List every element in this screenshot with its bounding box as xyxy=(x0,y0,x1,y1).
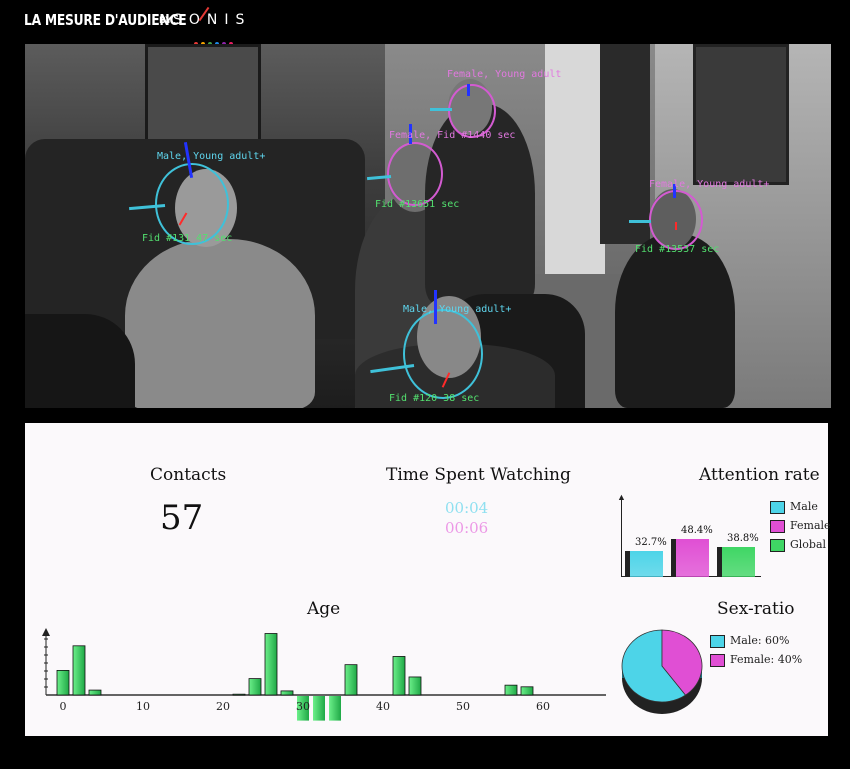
face-detection-circle xyxy=(403,309,483,399)
attention-y-axis xyxy=(621,500,622,576)
age-bar xyxy=(392,656,406,696)
scene-doorway xyxy=(600,44,650,244)
scene-armchair xyxy=(25,314,135,408)
attention-heading: Attention rate xyxy=(699,465,820,485)
face-detection-circle xyxy=(448,84,496,138)
age-bar xyxy=(88,689,102,696)
age-tick-label: 10 xyxy=(136,700,150,713)
age-bar xyxy=(504,684,518,696)
gaze-vector-icon xyxy=(629,220,651,223)
age-bar xyxy=(232,693,246,696)
age-bar xyxy=(280,690,294,696)
attention-axis-arrow-icon: ▲ xyxy=(617,492,626,502)
legend-female-swatch xyxy=(770,519,785,533)
sex-ratio-heading: Sex-ratio xyxy=(717,599,795,619)
legend-female: Female xyxy=(770,519,831,533)
legend-male: Male xyxy=(770,500,818,514)
attention-value-label: 38.8% xyxy=(727,532,759,544)
age-bar xyxy=(344,664,358,696)
age-tick-label: 20 xyxy=(216,700,230,713)
sex-legend-male: Male: 60% xyxy=(710,634,790,648)
legend-female-label: Female xyxy=(790,519,831,532)
attention-bar xyxy=(671,539,709,577)
scene-door xyxy=(545,44,605,274)
age-bar xyxy=(329,696,341,721)
sex-legend-female-label: Female: 40% xyxy=(730,653,803,666)
legend-male-swatch xyxy=(770,500,785,514)
face-label: Female, Young adult+ xyxy=(649,179,770,190)
face-label: Male, Young adult+ xyxy=(157,151,266,162)
face-label: Male, Young adult+ xyxy=(403,304,512,315)
person-4-body xyxy=(615,234,735,408)
nose-vector-icon xyxy=(675,222,677,230)
attention-chart: 32.7% 48.4% 38.8% ▲ xyxy=(617,493,767,578)
sex-ratio-pie-chart xyxy=(621,629,703,714)
face-id-label: Fid #13651 sec xyxy=(375,199,460,210)
face-detection-circle xyxy=(387,142,443,206)
person-1-body xyxy=(125,239,315,408)
attention-bar xyxy=(717,546,755,577)
age-bar xyxy=(264,633,278,696)
time-spent-heading: Time Spent Watching xyxy=(386,465,571,485)
sonis-logo: SONIS xyxy=(173,12,252,28)
face-detection-circle xyxy=(649,190,703,250)
age-bar xyxy=(56,670,70,696)
age-bar xyxy=(248,678,262,696)
face-label: Female, Young adult xyxy=(447,69,562,80)
scene-picture-frame xyxy=(693,44,789,185)
time-male-value: 00:04 xyxy=(445,499,489,517)
age-bar xyxy=(313,696,325,721)
stats-panel: Contacts 57 Time Spent Watching 00:04 00… xyxy=(25,423,831,736)
gaze-vector-icon xyxy=(430,108,452,111)
head-pose-icon xyxy=(434,290,437,324)
age-axis-arrow-icon xyxy=(42,628,50,636)
age-tick-label: 40 xyxy=(376,700,390,713)
face-id-label: Fid #13537 sec xyxy=(635,244,720,255)
head-pose-icon xyxy=(409,124,412,144)
person-3-body xyxy=(425,104,535,304)
face-detection-circle xyxy=(155,163,229,245)
face-id-label: Fid #120 38 sec xyxy=(389,393,480,404)
legend-global-label: Global xyxy=(790,538,827,551)
head-pose-icon xyxy=(673,184,676,198)
age-bar xyxy=(72,645,86,696)
attention-bar xyxy=(625,551,663,577)
top-bar: LA MESURE D'AUDIENCE BY SONIS xyxy=(0,0,850,46)
face-label: Female, Fid #1440 sec xyxy=(389,130,516,141)
head-pose-icon xyxy=(467,84,470,96)
age-bar xyxy=(297,696,309,721)
contacts-heading: Contacts xyxy=(150,465,227,485)
camera-feed: Male, Young adult+ Fid #131 47 sec Femal… xyxy=(25,44,831,408)
age-bar xyxy=(520,686,534,696)
legend-global-swatch xyxy=(770,538,785,552)
age-tick-label: 30 xyxy=(296,700,310,713)
attention-value-label: 48.4% xyxy=(681,525,713,537)
contacts-value: 57 xyxy=(160,498,204,538)
sex-legend-male-swatch xyxy=(710,634,725,648)
age-heading: Age xyxy=(307,599,341,619)
time-female-value: 00:06 xyxy=(445,519,489,537)
age-chart: 0 10 20 30 40 50 60 xyxy=(42,628,606,721)
age-bar xyxy=(408,676,422,696)
face-id-label: Fid #131 47 sec xyxy=(142,233,233,244)
brand-by: BY xyxy=(159,16,172,26)
attention-value-label: 32.7% xyxy=(635,537,667,549)
pie-slice-female xyxy=(661,629,703,696)
age-tick-label: 0 xyxy=(60,700,67,713)
brand-title: LA MESURE D'AUDIENCE xyxy=(24,11,187,29)
age-tick-label: 50 xyxy=(456,700,470,713)
legend-male-label: Male xyxy=(790,500,818,513)
age-tick-label: 60 xyxy=(536,700,550,713)
sex-legend-female-swatch xyxy=(710,653,725,667)
sex-legend-male-label: Male: 60% xyxy=(730,634,790,647)
pie-slice-male xyxy=(621,629,687,703)
sex-legend-female: Female: 40% xyxy=(710,653,802,667)
legend-global: Global xyxy=(770,538,826,552)
